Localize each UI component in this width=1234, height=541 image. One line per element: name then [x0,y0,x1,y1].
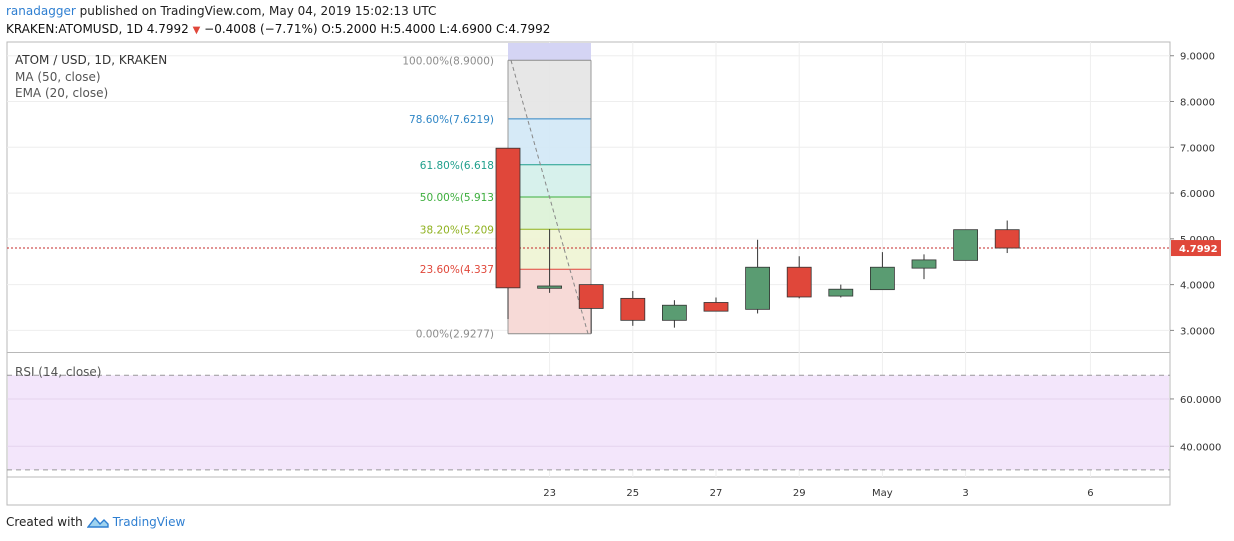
fib-trend-line [510,60,589,334]
candle-body [953,229,978,261]
candle-body [786,266,812,298]
x-tick-label: 25 [626,488,639,499]
x-tick-label: 3 [962,488,968,499]
chart-title: ATOM / USD, 1D, KRAKEN [15,53,167,67]
y-tick-label: 7.0000 [1180,143,1215,154]
last-price-label: 4.7992 [1179,244,1218,255]
x-tick-label: 6 [1087,488,1093,499]
fib-level-label: 0.00%(2.9277) [416,329,494,341]
fib-level-label: 50.00%(5.913 [420,192,494,204]
last-price: 4.7992 [146,22,189,36]
y-tick-label: 3.0000 [1180,326,1215,337]
fib-level-label: 100.00%(8.9000) [402,55,494,67]
fib-zone [508,60,591,119]
candle-body [745,266,770,310]
fib-top-band [508,43,591,61]
publish-info: ranadagger published on TradingView.com,… [6,4,436,18]
high-value: 5.4000 [393,22,436,36]
y-tick-label: 6.0000 [1180,189,1215,200]
low-value: 4.6900 [450,22,493,36]
rsi-tick-label: 60.0000 [1180,395,1221,406]
candle-body [994,229,1020,249]
price-change: −0.4008 (−7.71%) [204,22,318,36]
symbol-label: KRAKEN:ATOMUSD, 1D [6,22,143,36]
open-label: O: [321,22,335,36]
candle-body [703,302,729,312]
created-with-text: Created with [6,515,83,529]
open-value: 5.2000 [334,22,377,36]
fib-zone [508,118,591,165]
candle-body [495,147,521,289]
x-tick-label: 27 [710,488,723,499]
fib-level-label: 61.80%(6.618 [420,160,494,172]
rsi-tick-label: 40.0000 [1180,442,1221,453]
candle-body [828,288,854,297]
x-tick-label: 29 [793,488,806,499]
fib-level-label: 38.20%(5.209 [420,224,494,236]
last-price-badge [1171,240,1221,257]
tradingview-logo-icon [86,516,109,528]
x-tick-label: 23 [543,488,556,499]
low-label: L: [439,22,451,36]
x-tick-label: May [872,488,893,499]
close-value: 4.7992 [508,22,551,36]
tradingview-brand[interactable]: TradingView [112,515,186,529]
ohlc-bar: KRAKEN:ATOMUSD, 1D 4.7992 ▼ −0.4008 (−7.… [6,22,550,36]
candle-body [911,259,937,269]
indicator-label: MA (50, close) [15,70,101,84]
footer: Created with TradingView [6,515,185,529]
candle-body [870,266,895,291]
down-arrow-icon: ▼ [192,25,201,36]
close-label: C: [495,22,509,36]
fib-level-label: 78.60%(7.6219) [409,114,494,126]
fib-level-label: 23.60%(4.337 [420,264,494,276]
candle-body [620,297,646,321]
fib-zone [508,164,591,198]
publish-text: published on TradingView.com, May 04, 20… [79,4,437,18]
y-tick-label: 4.0000 [1180,281,1215,292]
rsi-band [8,375,1169,470]
candle-body [537,285,562,289]
y-tick-label: 8.0000 [1180,98,1215,109]
high-label: H: [380,22,394,36]
candle-body [662,304,687,321]
author-link[interactable]: ranadagger [6,4,76,18]
indicator-label: EMA (20, close) [15,86,108,100]
fib-zone [508,197,591,230]
candle-body [578,284,604,309]
rsi-title: RSI (14, close) [15,365,101,379]
y-tick-label: 9.0000 [1180,52,1215,63]
